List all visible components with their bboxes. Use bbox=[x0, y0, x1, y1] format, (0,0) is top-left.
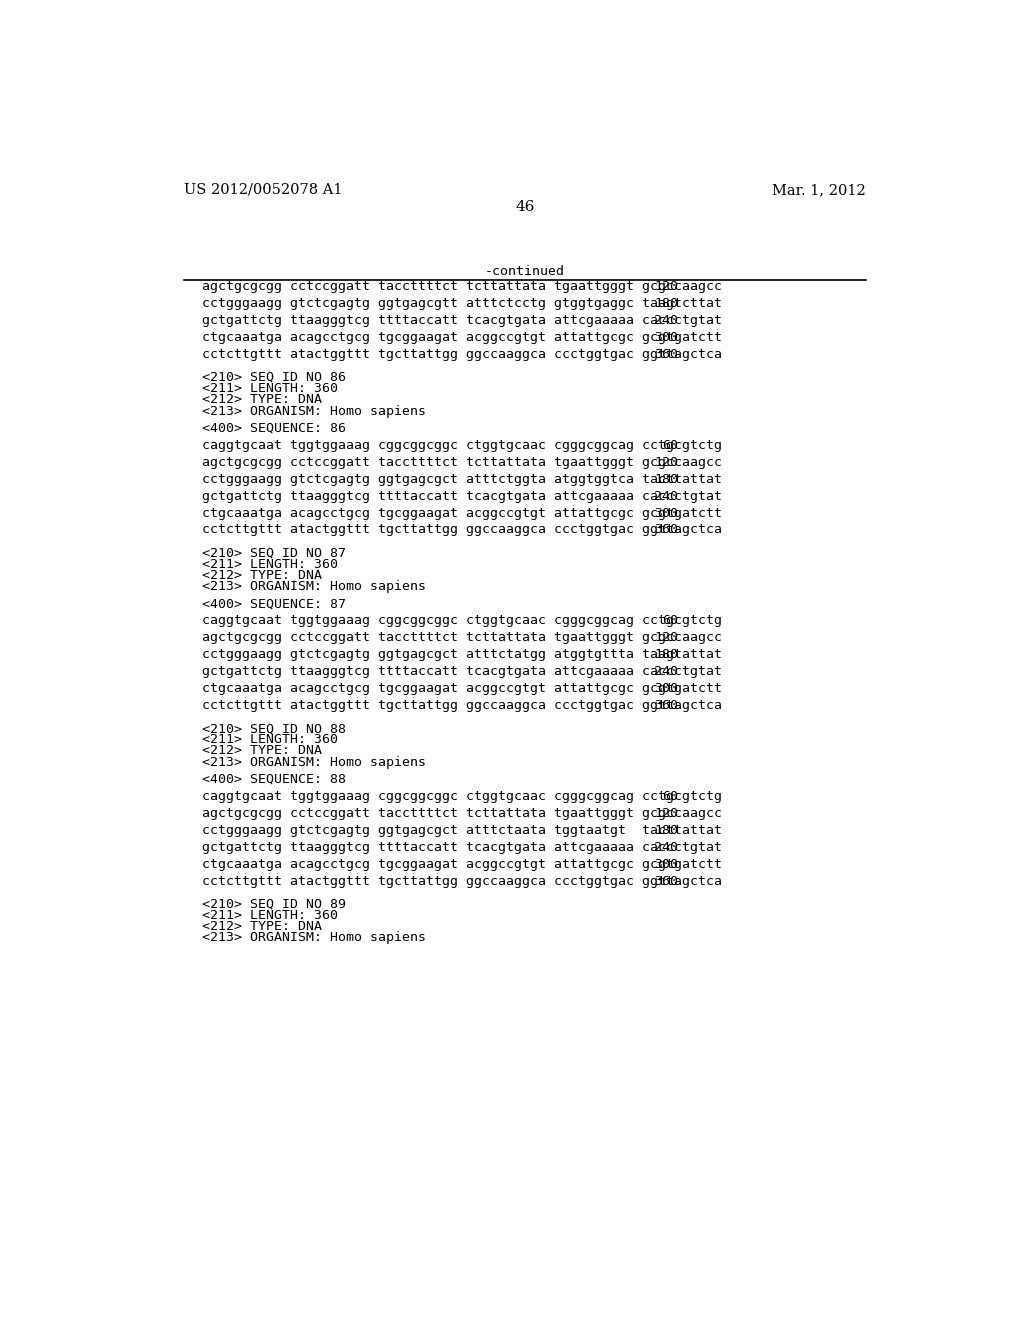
Text: 240: 240 bbox=[654, 665, 678, 678]
Text: 180: 180 bbox=[654, 473, 678, 486]
Text: <213> ORGANISM: Homo sapiens: <213> ORGANISM: Homo sapiens bbox=[202, 755, 426, 768]
Text: <210> SEQ ID NO 87: <210> SEQ ID NO 87 bbox=[202, 546, 346, 560]
Text: agctgcgcgg cctccggatt taccttttct tcttattata tgaattgggt gcgccaagcc: agctgcgcgg cctccggatt taccttttct tcttatt… bbox=[202, 455, 722, 469]
Text: caggtgcaat tggtggaaag cggcggcggc ctggtgcaac cgggcggcag cctgcgtctg: caggtgcaat tggtggaaag cggcggcggc ctggtgc… bbox=[202, 789, 722, 803]
Text: caggtgcaat tggtggaaag cggcggcggc ctggtgcaac cgggcggcag cctgcgtctg: caggtgcaat tggtggaaag cggcggcggc ctggtgc… bbox=[202, 438, 722, 451]
Text: <212> TYPE: DNA: <212> TYPE: DNA bbox=[202, 569, 322, 582]
Text: gctgattctg ttaagggtcg ttttaccatt tcacgtgata attcgaaaaa caccctgtat: gctgattctg ttaagggtcg ttttaccatt tcacgtg… bbox=[202, 841, 722, 854]
Text: <212> TYPE: DNA: <212> TYPE: DNA bbox=[202, 393, 322, 407]
Text: ctgcaaatga acagcctgcg tgcggaagat acggccgtgt attattgcgc gcgtgatctt: ctgcaaatga acagcctgcg tgcggaagat acggccg… bbox=[202, 507, 722, 520]
Text: cctgggaagg gtctcgagtg ggtgagcgct atttctatgg atggtgttta taagtattat: cctgggaagg gtctcgagtg ggtgagcgct atttcta… bbox=[202, 648, 722, 661]
Text: <212> TYPE: DNA: <212> TYPE: DNA bbox=[202, 920, 322, 933]
Text: <213> ORGANISM: Homo sapiens: <213> ORGANISM: Homo sapiens bbox=[202, 579, 426, 593]
Text: 120: 120 bbox=[654, 631, 678, 644]
Text: <213> ORGANISM: Homo sapiens: <213> ORGANISM: Homo sapiens bbox=[202, 931, 426, 944]
Text: -continued: -continued bbox=[484, 265, 565, 277]
Text: 300: 300 bbox=[654, 507, 678, 520]
Text: cctgggaagg gtctcgagtg ggtgagcgct atttctaata tggtaatgt  tacttattat: cctgggaagg gtctcgagtg ggtgagcgct atttcta… bbox=[202, 824, 722, 837]
Text: gctgattctg ttaagggtcg ttttaccatt tcacgtgata attcgaaaaa caccctgtat: gctgattctg ttaagggtcg ttttaccatt tcacgtg… bbox=[202, 665, 722, 678]
Text: cctcttgttt atactggttt tgcttattgg ggccaaggca ccctggtgac ggttagctca: cctcttgttt atactggttt tgcttattgg ggccaag… bbox=[202, 348, 722, 360]
Text: <210> SEQ ID NO 86: <210> SEQ ID NO 86 bbox=[202, 371, 346, 384]
Text: agctgcgcgg cctccggatt taccttttct tcttattata tgaattgggt gcgccaagcc: agctgcgcgg cctccggatt taccttttct tcttatt… bbox=[202, 280, 722, 293]
Text: 46: 46 bbox=[515, 199, 535, 214]
Text: <211> LENGTH: 360: <211> LENGTH: 360 bbox=[202, 909, 338, 921]
Text: <400> SEQUENCE: 86: <400> SEQUENCE: 86 bbox=[202, 422, 346, 434]
Text: 60: 60 bbox=[663, 789, 678, 803]
Text: 60: 60 bbox=[663, 438, 678, 451]
Text: <211> LENGTH: 360: <211> LENGTH: 360 bbox=[202, 558, 338, 570]
Text: cctgggaagg gtctcgagtg ggtgagcgct atttctggta atggtggtca tacttattat: cctgggaagg gtctcgagtg ggtgagcgct atttctg… bbox=[202, 473, 722, 486]
Text: agctgcgcgg cctccggatt taccttttct tcttattata tgaattgggt gcgccaagcc: agctgcgcgg cctccggatt taccttttct tcttatt… bbox=[202, 631, 722, 644]
Text: ctgcaaatga acagcctgcg tgcggaagat acggccgtgt attattgcgc gcgtgatctt: ctgcaaatga acagcctgcg tgcggaagat acggccg… bbox=[202, 331, 722, 345]
Text: 180: 180 bbox=[654, 824, 678, 837]
Text: 240: 240 bbox=[654, 490, 678, 503]
Text: cctgggaagg gtctcgagtg ggtgagcgtt atttctcctg gtggtgaggc taagtcttat: cctgggaagg gtctcgagtg ggtgagcgtt atttctc… bbox=[202, 297, 722, 310]
Text: ctgcaaatga acagcctgcg tgcggaagat acggccgtgt attattgcgc gcgtgatctt: ctgcaaatga acagcctgcg tgcggaagat acggccg… bbox=[202, 858, 722, 871]
Text: 300: 300 bbox=[654, 858, 678, 871]
Text: ctgcaaatga acagcctgcg tgcggaagat acggccgtgt attattgcgc gcgtgatctt: ctgcaaatga acagcctgcg tgcggaagat acggccg… bbox=[202, 682, 722, 696]
Text: <211> LENGTH: 360: <211> LENGTH: 360 bbox=[202, 734, 338, 746]
Text: 300: 300 bbox=[654, 682, 678, 696]
Text: <400> SEQUENCE: 87: <400> SEQUENCE: 87 bbox=[202, 598, 346, 610]
Text: US 2012/0052078 A1: US 2012/0052078 A1 bbox=[183, 183, 342, 197]
Text: 360: 360 bbox=[654, 524, 678, 536]
Text: gctgattctg ttaagggtcg ttttaccatt tcacgtgata attcgaaaaa caccctgtat: gctgattctg ttaagggtcg ttttaccatt tcacgtg… bbox=[202, 490, 722, 503]
Text: Mar. 1, 2012: Mar. 1, 2012 bbox=[772, 183, 866, 197]
Text: agctgcgcgg cctccggatt taccttttct tcttattata tgaattgggt gcgccaagcc: agctgcgcgg cctccggatt taccttttct tcttatt… bbox=[202, 807, 722, 820]
Text: <212> TYPE: DNA: <212> TYPE: DNA bbox=[202, 744, 322, 758]
Text: 180: 180 bbox=[654, 648, 678, 661]
Text: gctgattctg ttaagggtcg ttttaccatt tcacgtgata attcgaaaaa caccctgtat: gctgattctg ttaagggtcg ttttaccatt tcacgtg… bbox=[202, 314, 722, 327]
Text: <210> SEQ ID NO 88: <210> SEQ ID NO 88 bbox=[202, 722, 346, 735]
Text: cctcttgttt atactggttt tgcttattgg ggccaaggca ccctggtgac ggttagctca: cctcttgttt atactggttt tgcttattgg ggccaag… bbox=[202, 875, 722, 887]
Text: <211> LENGTH: 360: <211> LENGTH: 360 bbox=[202, 383, 338, 395]
Text: <210> SEQ ID NO 89: <210> SEQ ID NO 89 bbox=[202, 898, 346, 911]
Text: 120: 120 bbox=[654, 280, 678, 293]
Text: cctcttgttt atactggttt tgcttattgg ggccaaggca ccctggtgac ggttagctca: cctcttgttt atactggttt tgcttattgg ggccaag… bbox=[202, 524, 722, 536]
Text: 240: 240 bbox=[654, 841, 678, 854]
Text: 360: 360 bbox=[654, 875, 678, 887]
Text: 240: 240 bbox=[654, 314, 678, 327]
Text: 360: 360 bbox=[654, 700, 678, 711]
Text: 300: 300 bbox=[654, 331, 678, 345]
Text: cctcttgttt atactggttt tgcttattgg ggccaaggca ccctggtgac ggttagctca: cctcttgttt atactggttt tgcttattgg ggccaag… bbox=[202, 700, 722, 711]
Text: 180: 180 bbox=[654, 297, 678, 310]
Text: 60: 60 bbox=[663, 614, 678, 627]
Text: 120: 120 bbox=[654, 455, 678, 469]
Text: 360: 360 bbox=[654, 348, 678, 360]
Text: 120: 120 bbox=[654, 807, 678, 820]
Text: caggtgcaat tggtggaaag cggcggcggc ctggtgcaac cgggcggcag cctgcgtctg: caggtgcaat tggtggaaag cggcggcggc ctggtgc… bbox=[202, 614, 722, 627]
Text: <400> SEQUENCE: 88: <400> SEQUENCE: 88 bbox=[202, 774, 346, 785]
Text: <213> ORGANISM: Homo sapiens: <213> ORGANISM: Homo sapiens bbox=[202, 404, 426, 417]
